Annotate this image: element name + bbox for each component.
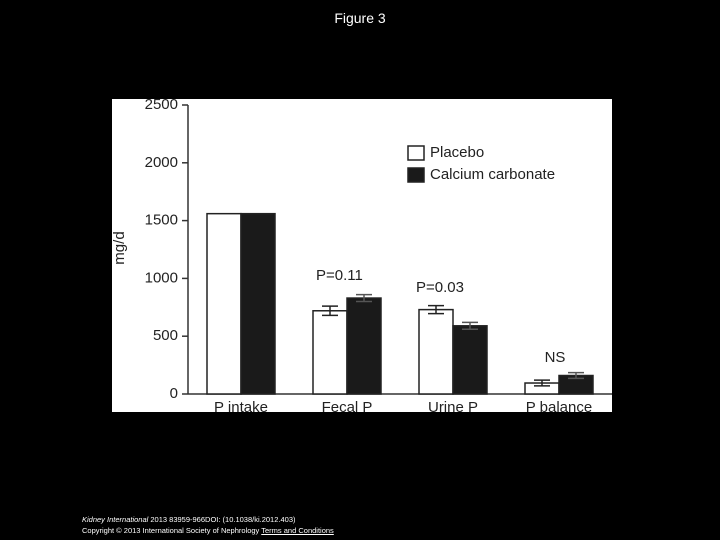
- citation: 2013 83959-966DOI: (10.1038/ki.2012.403): [150, 515, 296, 524]
- error-bar: [568, 371, 584, 380]
- legend-label: Placebo: [430, 144, 484, 161]
- bar: [240, 212, 276, 395]
- x-tick-label: Fecal P: [322, 399, 373, 416]
- annotation: P=0.11: [316, 267, 363, 284]
- error-bar: [356, 293, 372, 303]
- bar: [418, 308, 454, 395]
- footer: Kidney International 2013 83959-966DOI: …: [82, 514, 334, 536]
- y-tick-label: 1500: [145, 212, 178, 229]
- y-tick-label: 2500: [145, 96, 178, 113]
- slide-title: Figure 3: [334, 10, 386, 26]
- y-tick-label: 0: [170, 385, 178, 402]
- copyright: Copyright © 2013 International Society o…: [82, 526, 260, 535]
- error-bar: [462, 321, 478, 331]
- journal: Kidney International: [82, 515, 149, 524]
- bar: [206, 212, 242, 395]
- error-bar: [534, 379, 550, 387]
- bar: [312, 310, 348, 395]
- legend-swatch: [407, 145, 425, 161]
- bar: [452, 325, 488, 395]
- legend-swatch: [407, 167, 425, 183]
- y-tick-label: 2000: [145, 154, 178, 171]
- annotation: NS: [545, 349, 566, 366]
- x-tick-label: Urine P: [428, 399, 478, 416]
- y-tick-label: 500: [153, 327, 178, 344]
- bar: [346, 297, 382, 395]
- y-axis-label: mg/d: [111, 231, 128, 264]
- annotation: P=0.03: [416, 279, 464, 296]
- legend-label: Calcium carbonate: [430, 166, 555, 183]
- error-bar: [428, 304, 444, 315]
- x-tick-label: P balance: [526, 399, 592, 416]
- y-tick-label: 1000: [145, 269, 178, 286]
- error-bar: [322, 305, 338, 317]
- terms-link[interactable]: Terms and Conditions: [261, 526, 334, 535]
- x-tick-label: P intake: [214, 399, 268, 416]
